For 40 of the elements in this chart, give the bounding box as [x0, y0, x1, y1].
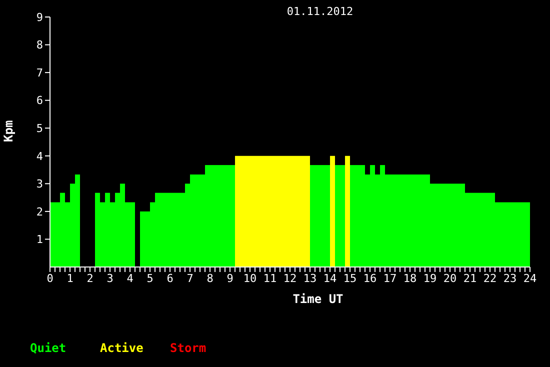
x-tick-label: 10 [243, 272, 257, 285]
y-tick-label: 6 [36, 94, 43, 108]
y-tick-label: 1 [36, 233, 43, 246]
x-tick-label: 20 [443, 272, 457, 285]
x-tick-label: 4 [126, 272, 134, 285]
y-tick-label: 9 [36, 10, 43, 24]
x-tick-label: 23 [503, 272, 517, 285]
x-tick-label: 16 [363, 272, 377, 285]
x-tick-label: 6 [166, 272, 174, 285]
text: Quiet [30, 341, 68, 355]
y-tick-label: 4 [36, 150, 44, 163]
x-tick-label: 5 [146, 272, 154, 285]
y-tick-label: 2 [36, 205, 43, 218]
x-tick-label: 24 [523, 272, 537, 285]
x-tick-label: 0 [46, 272, 54, 285]
x-tick-label: 15 [343, 272, 357, 285]
y-axis-title: Kpm [1, 120, 16, 142]
y-tick-label: 8 [36, 38, 43, 52]
x-tick-label: 21 [463, 272, 477, 285]
x-tick-label: 18 [403, 272, 417, 285]
x-tick-label: 12 [283, 272, 297, 285]
chart-title: 01.11.2012 [286, 5, 354, 18]
x-tick-label: 1 [66, 272, 74, 285]
y-tick-label: 7 [36, 66, 43, 80]
x-tick-label: 13 [303, 272, 317, 285]
y-tick-label: 3 [36, 178, 43, 191]
text: Active [100, 341, 144, 355]
x-tick-label: 17 [383, 272, 397, 285]
x-tick-label: 9 [226, 272, 234, 285]
x-tick-label: 8 [206, 272, 214, 285]
x-tick-label: 14 [323, 272, 337, 285]
y-tick-label: 5 [36, 122, 43, 136]
x-tick-label: 7 [186, 272, 194, 285]
x-tick-label: 2 [86, 272, 94, 285]
x-tick-label: 19 [423, 272, 437, 285]
x-tick-label: 11 [263, 272, 277, 285]
x-tick-label: 3 [106, 272, 114, 285]
x-axis-title: Time UT [292, 292, 344, 306]
text: Storm [170, 341, 208, 355]
x-tick-label: 22 [483, 272, 497, 285]
